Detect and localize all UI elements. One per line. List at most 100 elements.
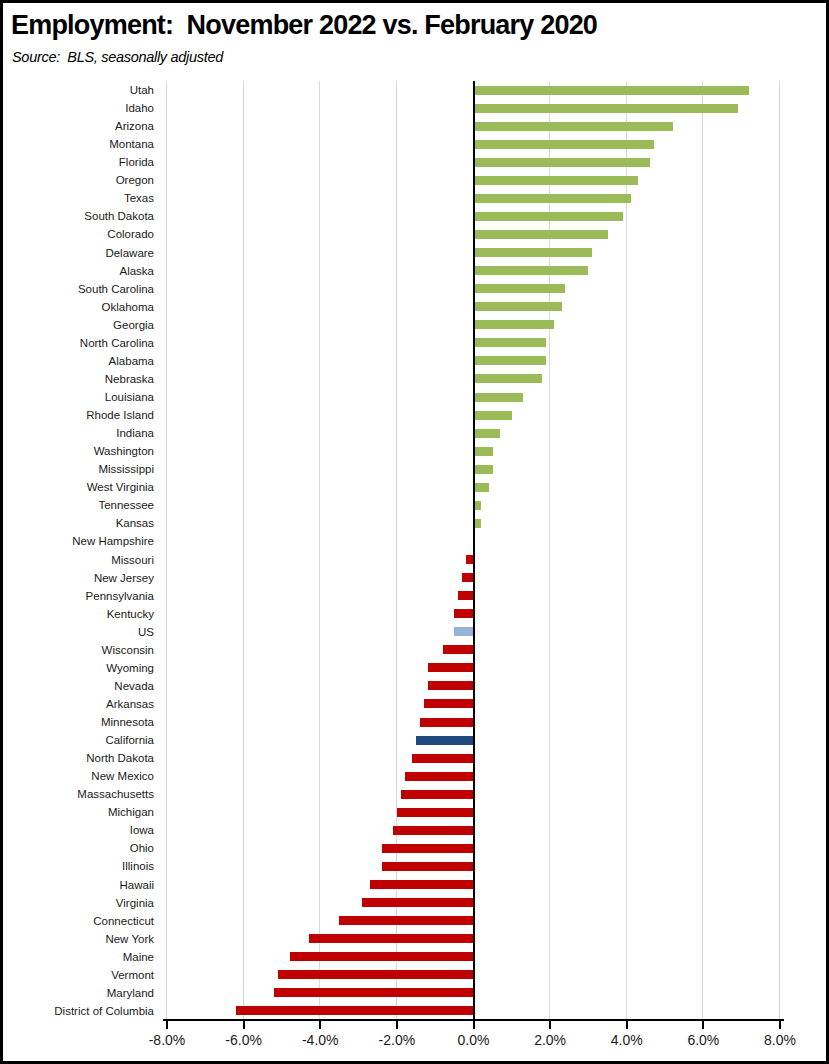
bar-massachusetts [401, 790, 474, 799]
category-label: New Jersey [3, 569, 154, 587]
category-label: Hawaii [3, 876, 154, 894]
bar-iowa [393, 826, 473, 835]
bar-illinois [382, 862, 474, 871]
bar-washington [474, 447, 493, 456]
x-axis-tick [702, 1019, 704, 1029]
bar-nevada [428, 681, 474, 690]
bar-new-york [309, 934, 474, 943]
category-label: Kentucky [3, 605, 154, 623]
bar-minnesota [420, 718, 474, 727]
x-axis-tick-label: 4.0% [595, 1032, 659, 1048]
bar-maine [290, 952, 474, 961]
category-label: Florida [3, 153, 154, 171]
category-label: US [3, 623, 154, 641]
category-label: Wisconsin [3, 641, 154, 659]
category-label: Kansas [3, 514, 154, 532]
bar-ohio [382, 844, 474, 853]
x-axis-tick-label: 6.0% [671, 1032, 735, 1048]
bar-colorado [474, 230, 608, 239]
bar-maryland [274, 988, 473, 997]
x-axis-tick [166, 1019, 168, 1029]
x-axis-tick-label: -6.0% [212, 1032, 276, 1048]
category-label: Nevada [3, 677, 154, 695]
category-label: California [3, 731, 154, 749]
category-label: Rhode Island [3, 406, 154, 424]
category-label: Vermont [3, 966, 154, 984]
category-label: Delaware [3, 244, 154, 262]
gridline [549, 81, 550, 1020]
category-label: Minnesota [3, 713, 154, 731]
category-label: Massachusetts [3, 785, 154, 803]
bar-alaska [474, 266, 589, 275]
x-axis-tick-label: -4.0% [288, 1032, 352, 1048]
category-label: Wyoming [3, 659, 154, 677]
x-axis-tick [779, 1019, 781, 1029]
x-axis-tick-label: -8.0% [135, 1032, 199, 1048]
category-label: Texas [3, 189, 154, 207]
bar-nebraska [474, 374, 543, 383]
category-label: Maryland [3, 984, 154, 1002]
category-label: New Mexico [3, 767, 154, 785]
bar-west-virginia [474, 483, 489, 492]
category-label: Connecticut [3, 912, 154, 930]
bar-alabama [474, 356, 547, 365]
category-label: Arizona [3, 117, 154, 135]
bar-south-dakota [474, 212, 623, 221]
bar-district-of-columbia [236, 1006, 474, 1015]
category-label: Oklahoma [3, 298, 154, 316]
category-label: Oregon [3, 171, 154, 189]
bar-florida [474, 158, 650, 167]
x-axis-tick-label: -2.0% [365, 1032, 429, 1048]
category-label: New Hampshire [3, 532, 154, 550]
category-label: Colorado [3, 225, 154, 243]
bar-oregon [474, 176, 639, 185]
category-label: Nebraska [3, 370, 154, 388]
gridline [166, 81, 167, 1020]
bar-virginia [362, 898, 473, 907]
category-label: Georgia [3, 316, 154, 334]
category-axis: UtahIdahoArizonaMontanaFloridaOregonTexa… [3, 81, 160, 1020]
chart-source-note: Source: BLS, seasonally adjusted [12, 49, 818, 65]
gridline [243, 81, 244, 1020]
category-label: Ohio [3, 839, 154, 857]
x-axis-tick-label: 8.0% [748, 1032, 812, 1048]
category-label: Maine [3, 948, 154, 966]
zero-axis-line [473, 81, 475, 1020]
bar-indiana [474, 429, 501, 438]
category-label: South Dakota [3, 207, 154, 225]
x-axis-tick [626, 1019, 628, 1029]
bar-hawaii [370, 880, 473, 889]
bar-delaware [474, 248, 593, 257]
category-label: Louisiana [3, 388, 154, 406]
x-axis-tick [319, 1019, 321, 1029]
bar-michigan [397, 808, 474, 817]
bar-north-carolina [474, 338, 547, 347]
category-label: West Virginia [3, 478, 154, 496]
chart-title: Employment: November 2022 vs. February 2… [11, 10, 818, 41]
category-label: Indiana [3, 424, 154, 442]
bar-us [454, 627, 473, 636]
bar-wyoming [428, 663, 474, 672]
category-label: North Carolina [3, 334, 154, 352]
category-label: North Dakota [3, 749, 154, 767]
bar-utah [474, 86, 750, 95]
gridline [779, 81, 780, 1020]
bar-oklahoma [474, 302, 562, 311]
category-label: Tennessee [3, 496, 154, 514]
category-label: Alabama [3, 352, 154, 370]
category-label: Alaska [3, 262, 154, 280]
bar-rhode-island [474, 411, 512, 420]
bar-wisconsin [443, 645, 474, 654]
x-axis-tick [243, 1019, 245, 1029]
category-label: Michigan [3, 803, 154, 821]
category-label: Montana [3, 135, 154, 153]
x-axis-tick [473, 1019, 475, 1029]
bar-mississippi [474, 465, 493, 474]
x-axis-tick-label: 0.0% [442, 1032, 506, 1048]
category-label: Mississippi [3, 460, 154, 478]
category-label: Utah [3, 81, 154, 99]
bar-arizona [474, 122, 673, 131]
plot-area [167, 81, 780, 1020]
category-label: Pennsylvania [3, 587, 154, 605]
category-label: Arkansas [3, 695, 154, 713]
